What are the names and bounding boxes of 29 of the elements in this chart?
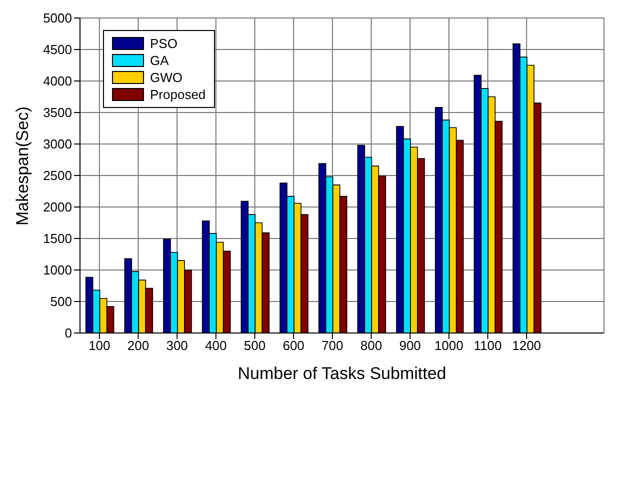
legend-label: GA	[150, 52, 169, 69]
y-tick-label: 4000	[43, 74, 72, 89]
x-tick-label: 300	[166, 338, 188, 354]
x-tick-label: 700	[322, 338, 344, 354]
x-tick-label: 600	[282, 338, 304, 354]
x-tick-label: 1000	[434, 338, 464, 354]
y-axis-title: Makespan(Sec)	[13, 106, 32, 226]
y-tick-label: 4500	[43, 42, 72, 58]
x-tick-label: 400	[205, 338, 227, 354]
x-tick-label: 500	[244, 338, 266, 354]
y-tick-label: 1500	[43, 231, 72, 246]
y-tick-label: 3500	[43, 105, 72, 120]
y-tick-label: 1000	[43, 262, 72, 278]
x-tick-label: 800	[360, 338, 382, 354]
legend-label: GWO	[150, 69, 182, 86]
y-tick-label: 3000	[43, 136, 72, 152]
y-tick-label: 500	[50, 294, 72, 310]
y-tick-label: 2500	[43, 168, 72, 184]
legend-label: Proposed	[150, 86, 206, 103]
y-tick-label: 5000	[43, 10, 72, 26]
legend-label: PSO	[150, 35, 178, 52]
x-tick-label: 100	[88, 338, 110, 354]
x-tick-label: 200	[127, 338, 150, 354]
y-tick-label: 0	[64, 326, 72, 341]
x-tick-label: 1200	[512, 338, 542, 354]
x-tick-label: 1100	[474, 338, 502, 354]
y-tick-label: 2000	[43, 200, 72, 215]
x-tick-label: 900	[399, 338, 421, 354]
x-axis-title: Number of Tasks Submitted	[238, 364, 446, 383]
